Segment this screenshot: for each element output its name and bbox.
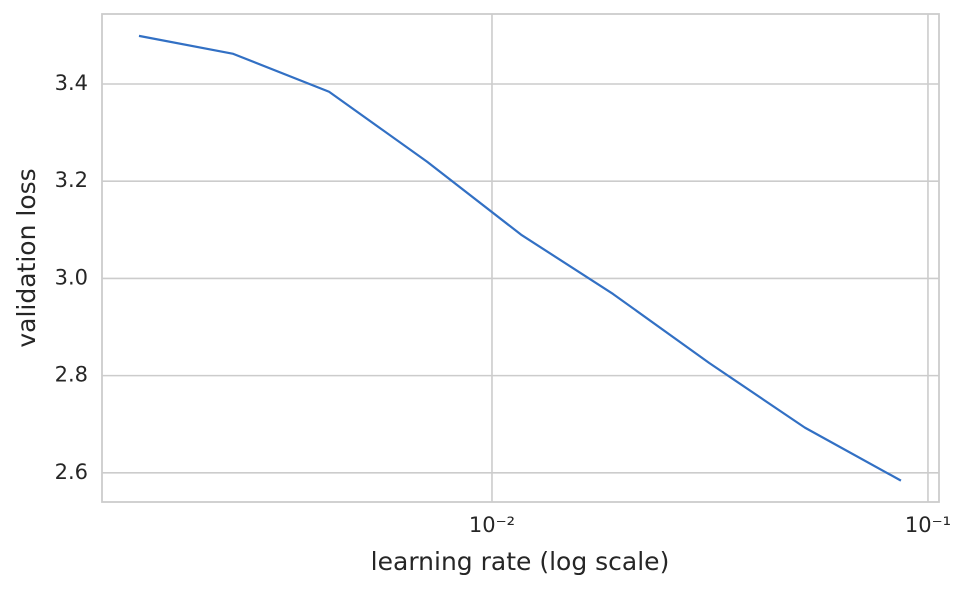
y-tick-label: 2.6	[55, 460, 88, 484]
x-axis-label: learning rate (log scale)	[371, 547, 670, 576]
x-tick-label: 10⁻¹	[905, 513, 951, 537]
y-tick-label: 3.2	[55, 168, 88, 192]
y-tick-label: 3.4	[55, 71, 88, 95]
y-axis-label: validation loss	[12, 168, 41, 347]
y-tick-label: 3.0	[55, 265, 88, 289]
plot-frame	[101, 13, 940, 503]
x-tick-label: 10⁻²	[469, 513, 515, 537]
line	[138, 34, 902, 482]
y-tick-label: 2.8	[55, 363, 88, 387]
